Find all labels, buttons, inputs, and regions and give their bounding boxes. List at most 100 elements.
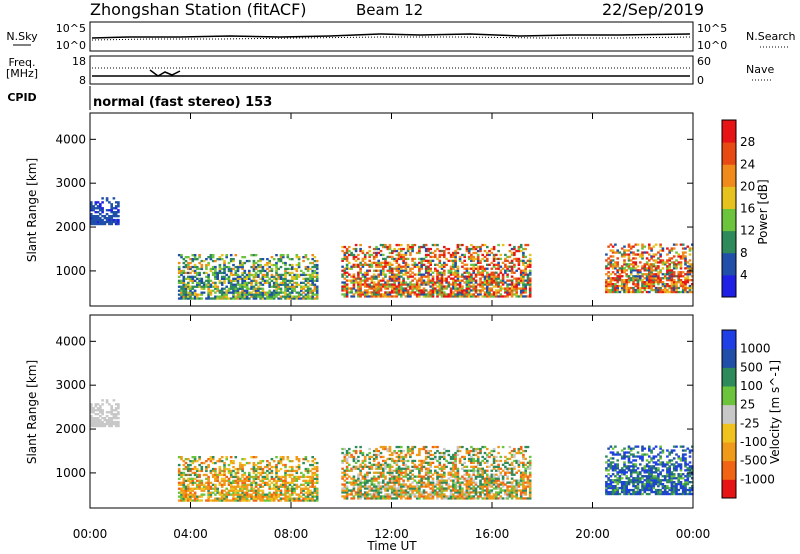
scatter-cell-2 — [458, 289, 462, 292]
scatter-cell-2 — [341, 269, 344, 272]
scatter-cell-3 — [681, 288, 685, 292]
scatter-cell-2 — [424, 471, 428, 474]
scatter-cell-2 — [497, 467, 500, 470]
scatter-cell-2 — [397, 263, 401, 266]
scatter-cell-0 — [105, 420, 109, 424]
scatter-cell-2 — [434, 291, 437, 294]
scatter-cell-2 — [368, 269, 371, 272]
scatter-cell-0 — [114, 409, 118, 412]
scatter-cell-2 — [506, 269, 509, 272]
scatter-cell-1 — [241, 497, 244, 500]
scatter-cell-2 — [420, 283, 423, 286]
scatter-cell-1 — [275, 285, 278, 288]
scatter-cell-1 — [200, 493, 204, 496]
scatter-cell-1 — [205, 271, 208, 275]
scatter-cell-2 — [465, 287, 469, 290]
scatter-cell-2 — [406, 493, 410, 496]
scatter-cell-1 — [304, 499, 308, 502]
scatter-cell-1 — [304, 495, 308, 498]
scatter-cell-1 — [272, 485, 276, 488]
scatter-cell-3 — [643, 283, 647, 286]
scatter-cell-1 — [227, 269, 231, 273]
scatter-cell-1 — [187, 463, 190, 467]
scatter-cell-2 — [343, 253, 347, 257]
scatter-cell-3 — [634, 275, 638, 278]
scatter-cell-1 — [257, 475, 260, 479]
scatter-cell-2 — [422, 273, 426, 276]
scatter-cell-1 — [248, 281, 251, 284]
scatter-cell-2 — [422, 275, 426, 278]
scatter-cell-2 — [363, 465, 367, 468]
scatter-cell-2 — [481, 275, 484, 278]
scatter-cell-3 — [681, 247, 685, 250]
scatter-cell-2 — [418, 469, 421, 472]
scatter-cell-1 — [245, 497, 249, 500]
scatter-cell-2 — [341, 281, 344, 284]
scatter-cell-2 — [429, 453, 432, 457]
scatter-cell-2 — [472, 481, 475, 484]
scatter-cell-2 — [517, 267, 521, 270]
scatter-cell-2 — [465, 293, 469, 296]
scatter-cell-1 — [259, 489, 262, 492]
scatter-cell-2 — [463, 495, 466, 498]
scatter-cell-2 — [488, 253, 491, 257]
scatter-cell-2 — [495, 275, 498, 278]
scatter-cell-2 — [452, 291, 455, 294]
scatter-cell-1 — [284, 491, 287, 494]
scatter-cell-2 — [402, 259, 405, 262]
scatter-cell-2 — [501, 273, 505, 276]
scatter-cell-2 — [431, 259, 435, 262]
scatter-cell-3 — [645, 283, 649, 286]
scatter-cell-2 — [368, 451, 371, 455]
scatter-cell-2 — [486, 487, 489, 490]
scatter-cell-1 — [209, 289, 213, 292]
scatter-cell-2 — [343, 487, 347, 490]
scatter-cell-2 — [384, 283, 387, 286]
scatter-cell-2 — [400, 471, 403, 474]
scatter-cell-1 — [272, 289, 276, 292]
scatter-cell-2 — [449, 283, 453, 286]
scatter-cell-0 — [101, 222, 104, 226]
scatter-cell-2 — [519, 295, 523, 298]
scatter-cell-1 — [275, 265, 278, 269]
scatter-cell-1 — [198, 297, 201, 300]
scatter-cell-2 — [352, 257, 356, 261]
scatter-cell-2 — [486, 493, 489, 496]
scatter-cell-1 — [218, 471, 222, 475]
scatter-cell-2 — [445, 281, 448, 284]
scatter-cell-1 — [279, 283, 283, 286]
scatter-cell-1 — [184, 497, 188, 500]
scatter-cell-2 — [386, 255, 390, 259]
scatter-cell-2 — [465, 485, 469, 488]
scatter-cell-2 — [499, 287, 503, 290]
scatter-cell-2 — [409, 267, 412, 270]
scatter-cell-2 — [458, 493, 462, 496]
scatter-cell-0 — [90, 420, 93, 424]
scatter-cell-2 — [506, 487, 509, 490]
scatter-cell-1 — [180, 471, 183, 475]
scatter-cell-3 — [620, 267, 624, 270]
scatter-cell-3 — [611, 263, 615, 266]
scatter-cell-1 — [243, 497, 247, 500]
scatter-cell-1 — [182, 293, 186, 296]
scatter-cell-0 — [114, 417, 118, 420]
scatter-cell-1 — [275, 471, 278, 475]
scatter-cell-1 — [232, 499, 235, 502]
scatter-cell-2 — [370, 481, 374, 484]
scatter-cell-2 — [447, 449, 451, 453]
scatter-cell-2 — [370, 479, 374, 482]
scatter-cell-2 — [524, 269, 527, 272]
scatter-cell-2 — [431, 481, 435, 484]
scatter-cell-1 — [182, 497, 186, 500]
scatter-cell-2 — [431, 487, 435, 490]
scatter-cell-2 — [524, 267, 527, 270]
scatter-cell-1 — [291, 297, 294, 300]
scatter-cell-1 — [291, 291, 294, 294]
scatter-cell-2 — [461, 291, 464, 294]
scatter-cell-1 — [252, 263, 256, 267]
scatter-cell-1 — [306, 289, 310, 292]
scatter-cell-1 — [241, 267, 244, 271]
scatter-cell-2 — [375, 493, 378, 496]
scatter-cell-2 — [476, 447, 480, 451]
scatter-cell-2 — [427, 267, 430, 270]
